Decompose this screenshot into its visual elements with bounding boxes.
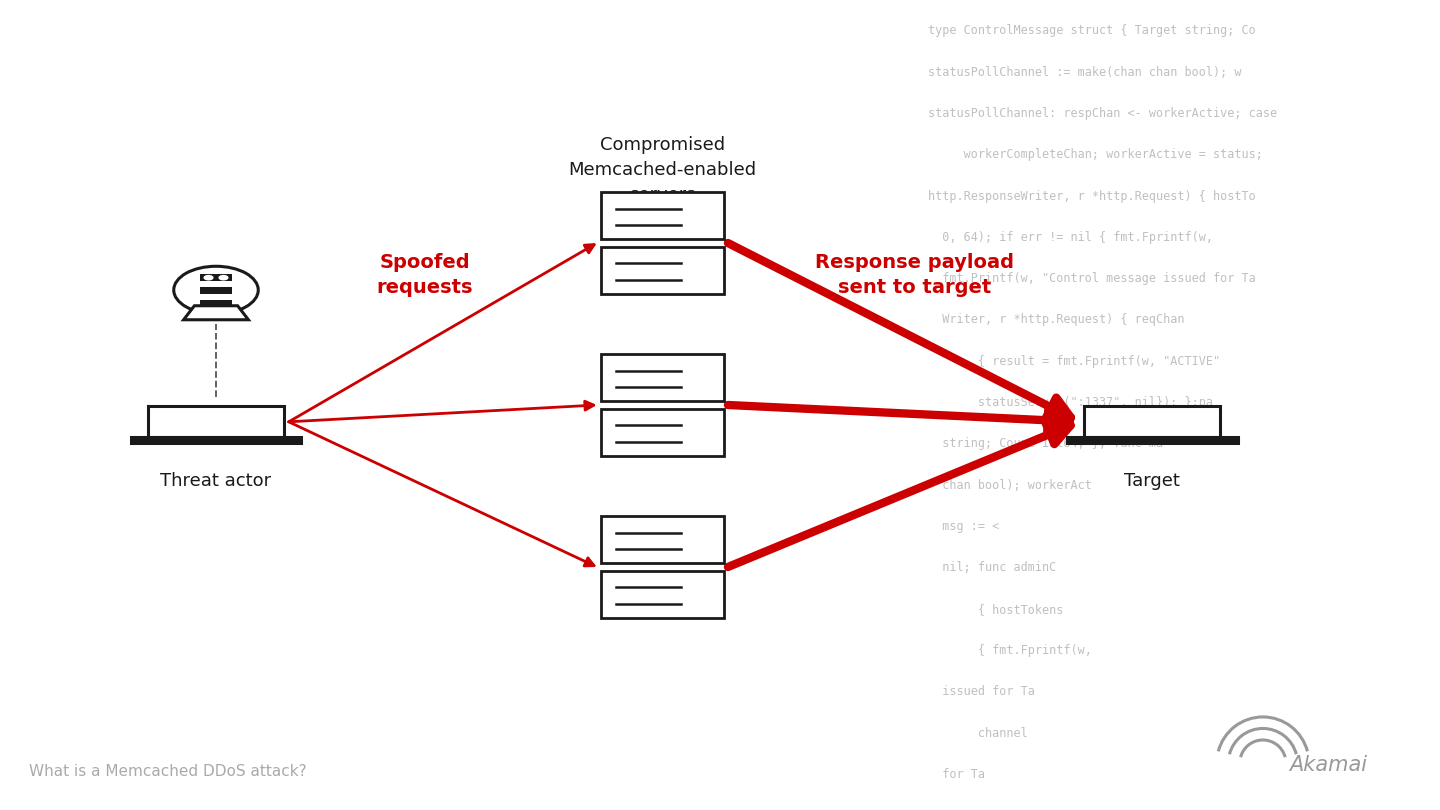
FancyBboxPatch shape [131, 437, 301, 443]
Circle shape [219, 275, 229, 280]
Circle shape [203, 275, 213, 280]
Text: http.ResponseWriter, r *http.Request) { hostTo: http.ResponseWriter, r *http.Request) { … [871, 190, 1256, 202]
Text: statusPollChannel: respChan <- workerActive; case: statusPollChannel: respChan <- workerAct… [871, 107, 1277, 120]
FancyBboxPatch shape [602, 355, 724, 402]
Text: { fmt.Fprintf(w,: { fmt.Fprintf(w, [871, 644, 1092, 657]
FancyBboxPatch shape [1067, 437, 1237, 443]
Text: Target: Target [1125, 471, 1179, 490]
FancyBboxPatch shape [200, 275, 232, 281]
FancyBboxPatch shape [200, 301, 232, 307]
Text: Spoofed
requests: Spoofed requests [376, 254, 474, 297]
Text: for Ta: for Ta [871, 768, 985, 781]
FancyBboxPatch shape [200, 288, 232, 294]
Text: fmt.Printf(w, "Control message issued for Ta: fmt.Printf(w, "Control message issued fo… [871, 272, 1256, 285]
Polygon shape [184, 305, 248, 320]
Text: string; Count int64; }; func ma: string; Count int64; }; func ma [871, 437, 1164, 450]
FancyBboxPatch shape [147, 406, 285, 437]
Text: workerCompleteChan; workerActive = status;: workerCompleteChan; workerActive = statu… [871, 148, 1263, 161]
Text: 0, 64); if err != nil { fmt.Fprintf(w,: 0, 64); if err != nil { fmt.Fprintf(w, [871, 231, 1212, 244]
Text: issued for Ta: issued for Ta [871, 685, 1035, 698]
FancyBboxPatch shape [602, 193, 724, 240]
Text: Akamai: Akamai [1289, 756, 1367, 775]
FancyBboxPatch shape [602, 246, 724, 294]
Text: statusPollChannel := make(chan chan bool); w: statusPollChannel := make(chan chan bool… [871, 66, 1241, 79]
Text: { hostTokens: { hostTokens [871, 603, 1064, 616]
Text: Response payload
sent to target: Response payload sent to target [815, 254, 1014, 297]
Text: nil; func adminC: nil; func adminC [871, 561, 1057, 574]
Text: chan bool); workerAct: chan bool); workerAct [871, 479, 1092, 492]
Text: channel: channel [871, 727, 1028, 740]
Text: statusServer(":1337", nil}); };pa: statusServer(":1337", nil}); };pa [871, 396, 1212, 409]
FancyBboxPatch shape [602, 408, 724, 455]
Text: Compromised
Memcached-enabled
servers: Compromised Memcached-enabled servers [569, 135, 756, 203]
Text: Threat actor: Threat actor [160, 471, 272, 490]
Circle shape [174, 266, 258, 313]
Text: What is a Memcached DDoS attack?: What is a Memcached DDoS attack? [29, 764, 307, 779]
Text: { result = fmt.Fprintf(w, "ACTIVE": { result = fmt.Fprintf(w, "ACTIVE" [871, 355, 1220, 368]
Text: type ControlMessage struct { Target string; Co: type ControlMessage struct { Target stri… [871, 24, 1256, 37]
FancyBboxPatch shape [602, 517, 724, 564]
Text: Writer, r *http.Request) { reqChan: Writer, r *http.Request) { reqChan [871, 313, 1185, 326]
FancyBboxPatch shape [602, 570, 724, 617]
FancyBboxPatch shape [1084, 406, 1221, 437]
Text: msg := <: msg := < [871, 520, 999, 533]
